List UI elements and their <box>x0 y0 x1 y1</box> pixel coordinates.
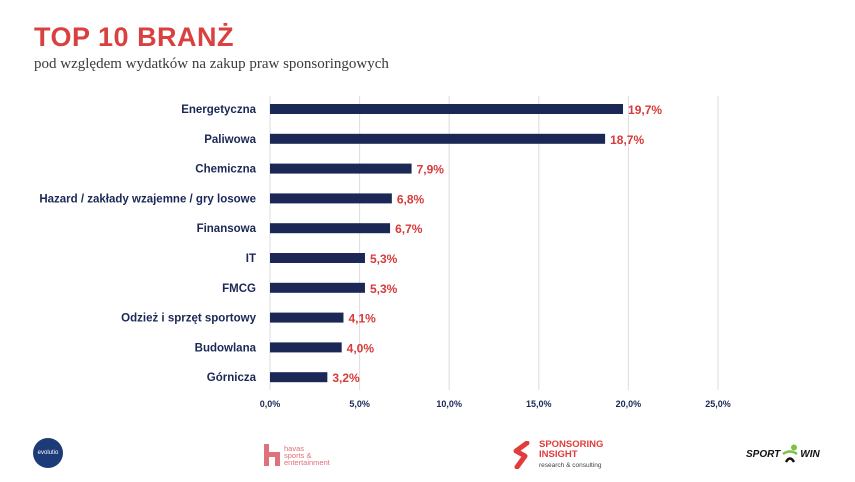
value-label: 6,7% <box>395 222 423 236</box>
si-line1: SPONSORING <box>539 439 604 450</box>
category-label: Energetyczna <box>181 104 256 116</box>
category-label: FMCG <box>222 283 256 295</box>
sportwin-logo: SPORT WIN <box>746 444 820 464</box>
value-label: 6,8% <box>397 192 425 206</box>
footer-logos: evolutio havas sports & entertainment SP… <box>0 430 855 482</box>
chart-subtitle: pod względem wydatków na zakup praw spon… <box>34 56 389 72</box>
bar <box>270 223 391 234</box>
bar <box>270 282 365 293</box>
havas-h-icon <box>264 444 280 466</box>
category-label: Górnicza <box>207 372 257 384</box>
evolutio-logo: evolutio <box>33 438 63 468</box>
value-label: 18,7% <box>610 133 644 147</box>
labels: 0,0% 5,0% 10,0% 15,0% 20,0% 25,0% Energetyczna… <box>39 103 730 409</box>
x-tick-label: 5,0% <box>349 399 370 409</box>
grid-lines <box>269 96 719 390</box>
sportwin-runner-icon <box>782 444 799 463</box>
x-tick-label: 25,0% <box>705 399 731 409</box>
category-label: Hazard / zakłady wzajemne / gry losowe <box>39 193 256 205</box>
bar-chart: 0,0% 5,0% 10,0% 15,0% 20,0% 25,0% Energetyczna… <box>39 96 731 409</box>
bar <box>270 104 624 114</box>
bar <box>270 163 412 174</box>
bar <box>270 342 342 353</box>
si-sub: research & consulting <box>539 462 602 469</box>
si-line2: INSIGHT <box>539 449 578 460</box>
sponsoring-insight-s-icon <box>513 440 530 469</box>
sportwin-text-a: SPORT <box>746 448 781 460</box>
category-label: Paliwowa <box>204 134 256 146</box>
evolutio-logo-text: evolutio <box>37 450 59 456</box>
sportwin-text-b: WIN <box>800 448 820 460</box>
x-tick-label: 10,0% <box>436 399 462 409</box>
value-label: 7,9% <box>417 163 445 177</box>
value-label: 5,3% <box>370 282 398 296</box>
bar <box>270 193 392 204</box>
category-label: Chemiczna <box>195 164 256 176</box>
bar <box>270 372 328 383</box>
category-label: Budowlana <box>195 342 257 354</box>
value-label: 3,2% <box>332 371 360 385</box>
havas-line1: havas <box>284 443 305 453</box>
bar <box>270 312 344 323</box>
bar <box>270 133 606 144</box>
value-label: 19,7% <box>628 103 662 117</box>
value-label: 4,1% <box>348 312 376 326</box>
category-label: IT <box>246 253 256 265</box>
sponsoring-insight-logo: SPONSORING INSIGHT research & consulting <box>511 440 603 469</box>
value-label: 4,0% <box>347 341 375 355</box>
bars <box>270 104 624 383</box>
x-tick-label: 0,0% <box>260 399 281 409</box>
x-tick-label: 20,0% <box>616 399 642 409</box>
value-label: 5,3% <box>370 252 398 266</box>
bar <box>270 253 365 263</box>
havas-logo: havas sports & entertainment <box>264 444 330 466</box>
x-tick-label: 15,0% <box>526 399 552 409</box>
havas-line2: sports & <box>284 450 312 460</box>
havas-line3: entertainment <box>284 457 330 467</box>
chart-title: TOP 10 BRANŻ <box>34 22 235 52</box>
category-label: Odzież i sprzęt sportowy <box>121 313 256 325</box>
category-label: Finansowa <box>197 223 257 235</box>
